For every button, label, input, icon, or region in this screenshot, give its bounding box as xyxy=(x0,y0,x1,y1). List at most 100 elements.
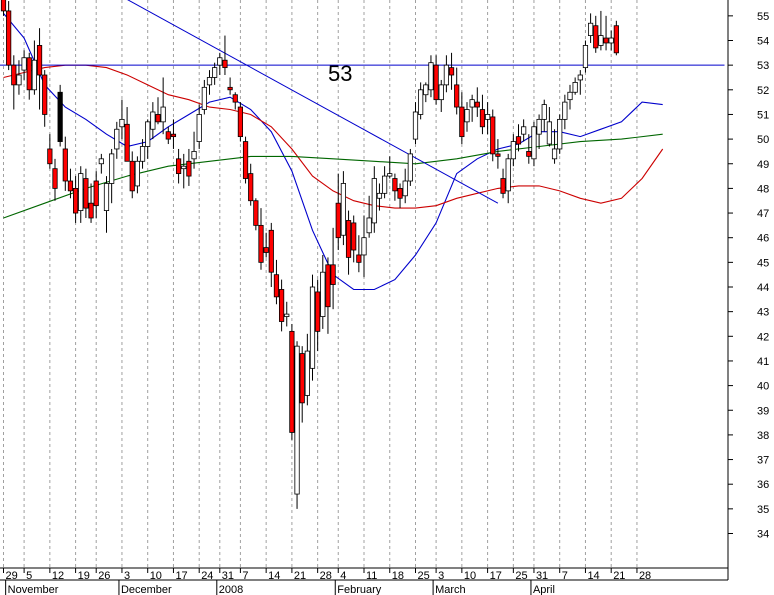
y-tick-label: 40 xyxy=(757,381,769,393)
month-label: December xyxy=(121,584,172,595)
candle-body xyxy=(11,64,17,86)
candle-body xyxy=(526,151,532,157)
candle-body xyxy=(62,148,68,182)
candle-body xyxy=(541,104,547,120)
candle-body xyxy=(412,111,419,140)
candle-body xyxy=(315,291,321,332)
candle-body xyxy=(181,165,187,170)
candle-body xyxy=(371,178,377,224)
candle-body xyxy=(490,116,496,155)
candle-body xyxy=(428,62,434,91)
y-tick-label: 44 xyxy=(757,282,769,294)
candle-body xyxy=(454,84,460,108)
candle-body xyxy=(191,151,197,160)
candle-body xyxy=(603,37,609,44)
candle-body xyxy=(73,187,79,214)
candle-body xyxy=(351,222,357,251)
candle-body xyxy=(309,286,316,369)
x-tick-label: 5 xyxy=(26,570,32,582)
candle-body xyxy=(83,178,89,209)
month-label: April xyxy=(533,584,555,595)
candle-body xyxy=(206,77,213,86)
candle-body xyxy=(78,173,84,211)
x-tick-label: 3 xyxy=(124,570,130,582)
price-annotation: 53 xyxy=(328,61,352,86)
candle-body xyxy=(443,64,450,86)
candle-body xyxy=(47,148,53,165)
y-tick-label: 35 xyxy=(757,504,769,516)
x-tick-label: 3 xyxy=(438,570,444,582)
x-tick-label: 19 xyxy=(78,570,90,582)
candle-body xyxy=(273,274,280,298)
candle-body xyxy=(335,202,341,239)
candle-body xyxy=(263,247,269,253)
y-tick-label: 42 xyxy=(757,331,769,343)
candle-body xyxy=(495,153,501,157)
candle-body xyxy=(593,25,599,49)
candle-body xyxy=(407,153,413,182)
candle-body xyxy=(294,345,300,495)
candle-body xyxy=(237,106,243,138)
y-tick-label: 53 xyxy=(757,60,769,72)
candle-body xyxy=(222,59,228,69)
candle-body xyxy=(381,175,388,194)
candle-body xyxy=(551,148,558,160)
candle-body xyxy=(438,84,444,101)
candle-body xyxy=(608,37,614,44)
y-tick-label: 51 xyxy=(757,109,769,121)
candle-body xyxy=(588,22,594,36)
candle-body xyxy=(613,25,619,54)
month-label: March xyxy=(435,584,466,595)
candle-body xyxy=(248,173,254,202)
candle-body xyxy=(114,128,120,150)
candle-body xyxy=(52,168,58,189)
trendlines xyxy=(0,0,725,204)
candle-body xyxy=(284,313,290,317)
x-tick-label: 17 xyxy=(490,570,502,582)
candle-body xyxy=(459,106,465,138)
moving-average-line xyxy=(3,133,663,219)
candle-body xyxy=(531,126,537,160)
candle-body xyxy=(582,45,589,69)
candle-body xyxy=(325,264,331,308)
candle-body xyxy=(26,57,32,91)
y-tick-label: 49 xyxy=(757,159,769,171)
candle-body xyxy=(562,101,568,120)
candle-body xyxy=(0,0,7,12)
candle-body xyxy=(242,141,249,179)
x-tick-label: 28 xyxy=(320,570,332,582)
candle-body xyxy=(155,114,161,123)
candle-body xyxy=(88,202,94,219)
y-tick-label: 38 xyxy=(757,430,769,442)
candle-body xyxy=(484,114,491,120)
candle-body xyxy=(536,118,542,135)
candle-body xyxy=(304,350,310,396)
y-tick-label: 48 xyxy=(757,183,769,195)
y-tick-label: 37 xyxy=(757,455,769,467)
candle-body xyxy=(186,160,192,177)
candle-body xyxy=(31,59,38,91)
x-tick-label: 24 xyxy=(201,570,213,582)
y-tick-label: 55 xyxy=(757,11,769,23)
candle-body xyxy=(433,64,439,101)
candlesticks xyxy=(0,0,619,509)
candle-body xyxy=(109,153,115,184)
candle-body xyxy=(21,57,27,71)
candle-body xyxy=(67,180,74,192)
x-tick-label: 10 xyxy=(150,570,162,582)
candle-body xyxy=(258,224,264,263)
x-tick-label: 14 xyxy=(587,570,599,582)
candle-body xyxy=(170,133,177,138)
candle-body xyxy=(598,35,604,46)
y-tick-label: 34 xyxy=(757,529,769,541)
candle-body xyxy=(474,101,480,108)
candle-body xyxy=(402,180,408,197)
candle-body xyxy=(510,141,516,160)
x-tick-label: 25 xyxy=(418,570,430,582)
candle-body xyxy=(139,146,146,162)
candle-body xyxy=(361,237,367,256)
candle-body xyxy=(320,271,326,317)
y-tick-label: 36 xyxy=(757,479,769,491)
